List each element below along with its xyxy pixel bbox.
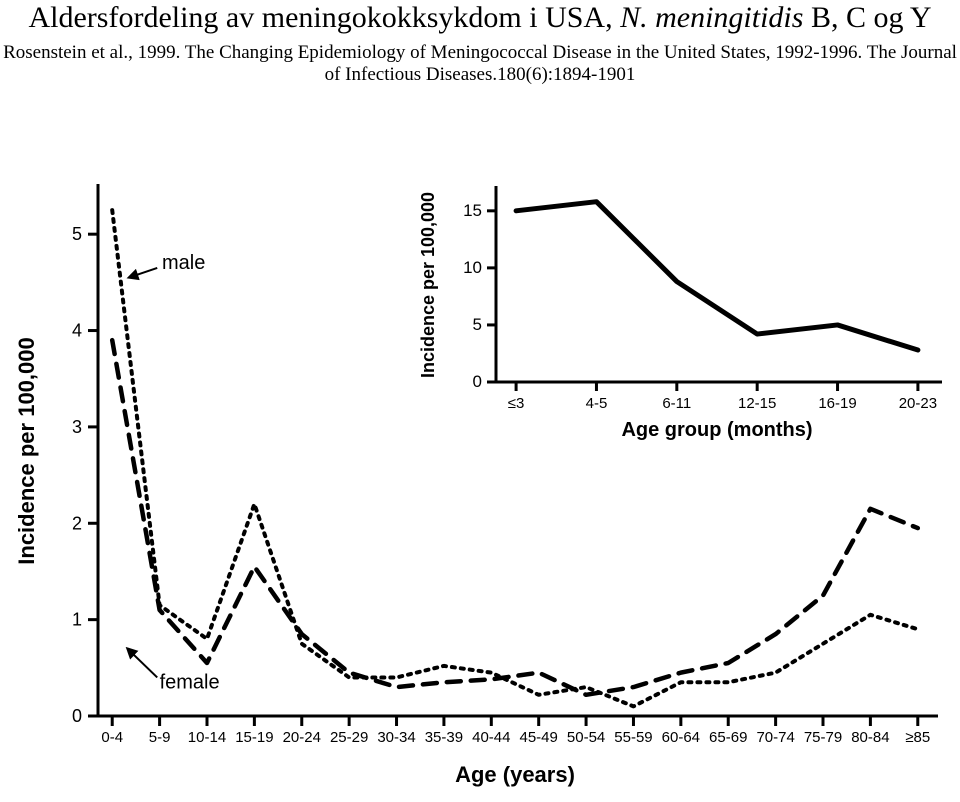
svg-text:45-49: 45-49 (520, 729, 558, 746)
svg-text:55-59: 55-59 (614, 729, 652, 746)
svg-text:10: 10 (463, 258, 482, 277)
svg-text:20-24: 20-24 (283, 729, 321, 746)
svg-text:5: 5 (473, 315, 482, 334)
svg-text:5-9: 5-9 (149, 729, 171, 746)
svg-text:35-39: 35-39 (425, 729, 463, 746)
svg-text:1: 1 (72, 610, 82, 630)
svg-text:65-69: 65-69 (709, 729, 747, 746)
title-part1: Aldersfordeling av meningokokksykdom i U… (28, 1, 620, 34)
svg-text:40-44: 40-44 (472, 729, 510, 746)
svg-text:80-84: 80-84 (851, 729, 889, 746)
svg-text:Incidence per 100,000: Incidence per 100,000 (14, 337, 39, 564)
svg-text:5: 5 (72, 224, 82, 244)
svg-text:Age group (months): Age group (months) (621, 419, 812, 441)
svg-text:0-4: 0-4 (101, 729, 123, 746)
citation: Rosenstein et al., 1999. The Changing Ep… (0, 42, 960, 86)
svg-text:75-79: 75-79 (804, 729, 842, 746)
svg-text:10-14: 10-14 (188, 729, 226, 746)
inset-chart: 0 5 10 15 ≤3 4-5 6-11 12-15 16-19 20-23 Age group … (410, 180, 950, 444)
title: Aldersfordeling av meningokokksykdom i U… (0, 0, 960, 36)
svg-text:3: 3 (72, 417, 82, 437)
svg-text:30-34: 30-34 (377, 729, 415, 746)
svg-text:≤3: ≤3 (508, 395, 525, 412)
svg-text:25-29: 25-29 (330, 729, 368, 746)
svg-text:16-19: 16-19 (818, 395, 856, 412)
svg-text:15-19: 15-19 (235, 729, 273, 746)
svg-text:0: 0 (473, 372, 482, 391)
header-block: Aldersfordeling av meningokokksykdom i U… (0, 0, 960, 86)
svg-text:Incidence per 100,000: Incidence per 100,000 (418, 192, 438, 378)
svg-text:15: 15 (463, 201, 482, 220)
svg-text:0: 0 (72, 706, 82, 726)
title-part2: B, C og Y (803, 1, 931, 34)
svg-text:4: 4 (72, 321, 82, 341)
svg-text:male: male (162, 252, 205, 274)
svg-text:12-15: 12-15 (738, 395, 776, 412)
svg-text:2: 2 (72, 513, 82, 533)
svg-text:Age (years): Age (years) (455, 762, 575, 787)
svg-text:female: female (160, 671, 220, 693)
svg-text:≥85: ≥85 (905, 729, 930, 746)
svg-text:20-23: 20-23 (899, 395, 937, 412)
svg-text:4-5: 4-5 (586, 395, 608, 412)
title-italic: N. meningitidis (620, 1, 803, 34)
svg-text:6-11: 6-11 (662, 395, 691, 412)
svg-text:70-74: 70-74 (756, 729, 794, 746)
svg-text:50-54: 50-54 (567, 729, 605, 746)
svg-text:60-64: 60-64 (662, 729, 700, 746)
